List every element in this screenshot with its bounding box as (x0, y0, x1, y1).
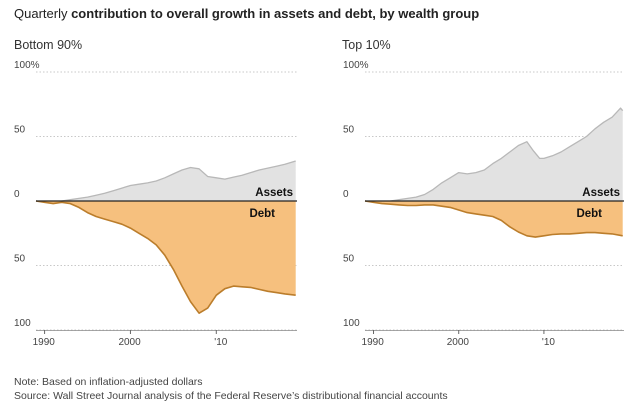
assets-label: Assets (255, 187, 293, 199)
y-tick-label: 50 (14, 125, 26, 136)
panel-title-top-10: Top 10% (342, 38, 391, 52)
assets-line (35, 160, 296, 203)
chart-title-bold: contribution to overall growth in assets… (71, 6, 480, 21)
y-tick-label: 100% (343, 60, 369, 71)
y-tick-label: 100 (14, 318, 31, 329)
source-note: Source: Wall Street Journal analysis of … (14, 390, 448, 402)
debt-label: Debt (249, 208, 275, 220)
chart-title: Quarterly contribution to overall growth… (14, 6, 479, 21)
debt-line (35, 200, 296, 314)
y-tick-label: 100 (343, 318, 360, 329)
x-tick-label: 2000 (447, 337, 470, 348)
debt-label: Debt (576, 208, 602, 220)
panel-title-bottom-90: Bottom 90% (14, 38, 83, 52)
y-tick-label: 50 (343, 254, 355, 265)
assets-line (364, 107, 624, 203)
debt-area (365, 201, 623, 238)
debt-line (364, 200, 623, 238)
y-tick-label: 50 (343, 125, 355, 136)
y-tick-label: 0 (14, 189, 20, 200)
x-tick-label: 1990 (33, 337, 56, 348)
x-tick-label: '10 (542, 337, 555, 348)
assets-area (365, 108, 623, 203)
x-tick-label: '10 (214, 337, 227, 348)
footnote: Note: Based on inflation-adjusted dollar… (14, 376, 203, 388)
x-tick-label: 1990 (362, 337, 385, 348)
y-tick-label: 50 (14, 254, 26, 265)
y-tick-label: 0 (343, 189, 349, 200)
y-tick-label: 100% (14, 60, 40, 71)
debt-area (36, 201, 296, 314)
x-tick-label: 2000 (118, 337, 141, 348)
chart-title-light: Quarterly (14, 6, 72, 21)
assets-label: Assets (582, 187, 620, 199)
assets-area (36, 161, 296, 203)
